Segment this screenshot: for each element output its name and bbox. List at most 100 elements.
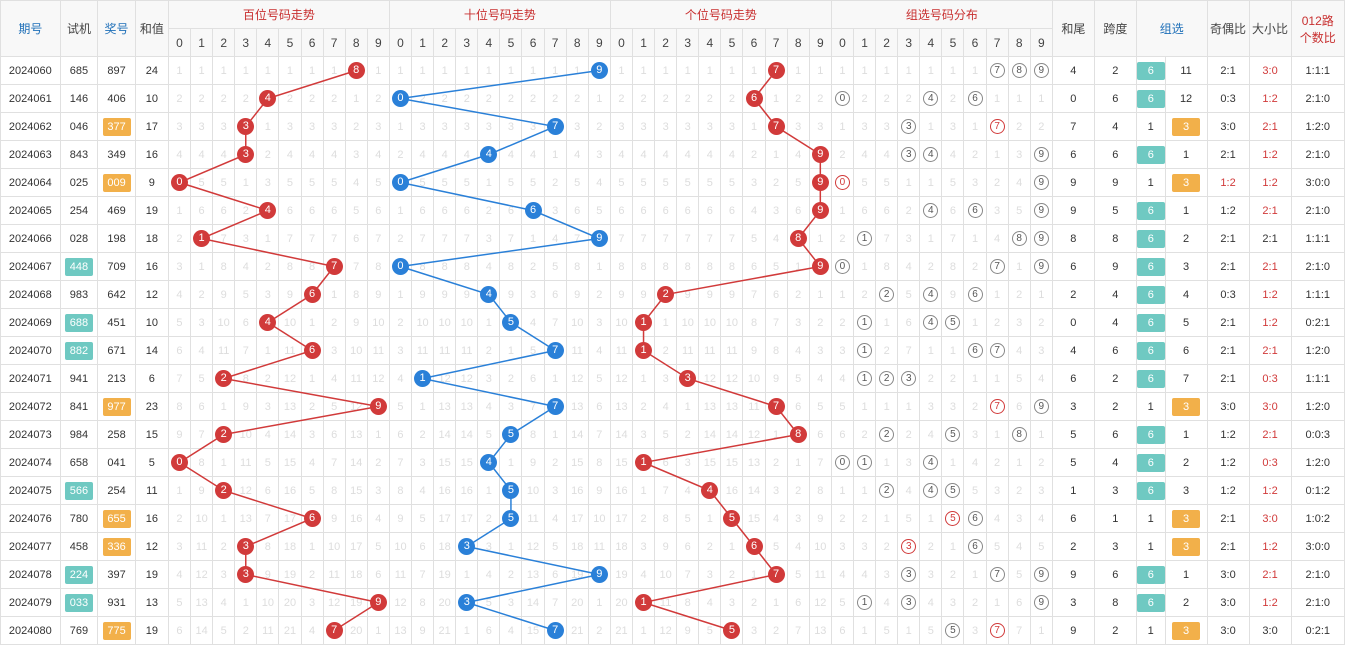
main-table: 期号试机奖号和值百位号码走势十位号码走势个位号码走势组选号码分布和尾跨度组选奇偶…	[0, 0, 1345, 645]
trend-miss: 10	[588, 505, 610, 533]
trend-miss: 7	[323, 449, 345, 477]
trend-miss: 7	[743, 281, 765, 309]
trend-miss: 7	[655, 477, 677, 505]
trend-miss: 10	[345, 337, 367, 365]
cell-012: 1:2:0	[1291, 449, 1344, 477]
cell-shiji: 224	[60, 561, 98, 589]
trend-miss: 3	[412, 449, 434, 477]
cell-jianghao: 931	[98, 589, 136, 617]
trend-miss: 2	[235, 617, 257, 645]
trend-miss: 5	[412, 169, 434, 197]
zx-miss: 1	[898, 57, 920, 85]
zx-hit: 3	[898, 561, 920, 589]
trend-miss: 12	[279, 365, 301, 393]
trend-miss: 12	[345, 393, 367, 421]
trend-ball: 7	[765, 113, 787, 141]
trend-miss: 12	[389, 589, 411, 617]
cell-012: 0:2:1	[1291, 617, 1344, 645]
trend-miss: 2	[412, 85, 434, 113]
trend-miss: 4	[191, 141, 213, 169]
trend-miss: 2	[655, 85, 677, 113]
trend-miss: 1	[367, 617, 389, 645]
trend-miss: 3	[257, 169, 279, 197]
zx-miss: 3	[898, 449, 920, 477]
trend-miss: 10	[412, 309, 434, 337]
trend-miss: 1	[743, 113, 765, 141]
zx-miss: 1	[831, 197, 853, 225]
trend-miss: 1	[257, 113, 279, 141]
trend-miss: 8	[235, 365, 257, 393]
trend-miss: 10	[191, 505, 213, 533]
cell-zx-b: 2	[1165, 589, 1207, 617]
trend-miss: 5	[191, 365, 213, 393]
cell-012: 3:0:0	[1291, 533, 1344, 561]
zx-miss: 5	[853, 169, 875, 197]
trend-miss: 3	[345, 141, 367, 169]
zx-miss: 7	[876, 225, 898, 253]
trend-miss: 3	[765, 197, 787, 225]
hdr-digit: 6	[522, 29, 544, 57]
trend-miss: 1	[301, 533, 323, 561]
zx-miss: 6	[853, 197, 875, 225]
trend-miss: 4	[168, 561, 190, 589]
zx-hit: 9	[1030, 57, 1052, 85]
zx-hit: 2	[876, 281, 898, 309]
trend-miss: 1	[787, 253, 809, 281]
trend-miss: 6	[367, 197, 389, 225]
trend-miss: 3	[323, 337, 345, 365]
zx-miss: 5	[876, 169, 898, 197]
cell-jianghao: 642	[98, 281, 136, 309]
trend-miss: 3	[699, 113, 721, 141]
trend-miss: 12	[235, 477, 257, 505]
trend-miss: 4	[168, 281, 190, 309]
cell-zx-b: 3	[1165, 533, 1207, 561]
trend-miss: 9	[610, 281, 632, 309]
trend-ball: 9	[367, 393, 389, 421]
trend-miss: 4	[677, 141, 699, 169]
hdr-digit: 3	[677, 29, 699, 57]
trend-miss: 18	[566, 533, 588, 561]
cell-jioubi: 2:1	[1207, 141, 1249, 169]
cell-hezhi: 16	[135, 505, 168, 533]
trend-miss: 10	[257, 589, 279, 617]
trend-miss: 1	[456, 561, 478, 589]
trend-ball: 4	[257, 85, 279, 113]
trend-miss: 6	[191, 393, 213, 421]
zx-hit: 9	[1030, 253, 1052, 281]
trend-ball: 0	[389, 253, 411, 281]
trend-miss: 8	[412, 589, 434, 617]
cell-kuadu: 6	[1094, 421, 1136, 449]
cell-012: 2:1:0	[1291, 85, 1344, 113]
trend-miss: 7	[213, 225, 235, 253]
trend-miss: 3	[168, 113, 190, 141]
cell-shiji: 028	[60, 225, 98, 253]
trend-ball: 1	[633, 337, 655, 365]
trend-miss: 8	[765, 337, 787, 365]
trend-miss: 18	[610, 533, 632, 561]
trend-ball: 4	[478, 449, 500, 477]
trend-miss: 1	[301, 57, 323, 85]
zx-miss: 7	[898, 337, 920, 365]
trend-miss: 15	[743, 505, 765, 533]
cell-zx-a: 6	[1136, 281, 1165, 309]
cell-jioubi: 1:2	[1207, 449, 1249, 477]
cell-shiji: 941	[60, 365, 98, 393]
trend-miss: 2	[367, 85, 389, 113]
zx-miss: 1	[964, 57, 986, 85]
trend-miss: 5	[478, 589, 500, 617]
zx-hit: 1	[853, 309, 875, 337]
trend-miss: 4	[743, 197, 765, 225]
trend-ball: 1	[633, 309, 655, 337]
trend-miss: 1	[478, 57, 500, 85]
cell-012: 0:1:2	[1291, 477, 1344, 505]
trend-miss: 14	[279, 421, 301, 449]
trend-miss: 8	[367, 253, 389, 281]
trend-miss: 7	[191, 421, 213, 449]
zx-miss: 6	[1008, 393, 1030, 421]
cell-jianghao: 198	[98, 225, 136, 253]
cell-012: 3:0:0	[1291, 169, 1344, 197]
trend-ball: 6	[301, 505, 323, 533]
cell-kuadu: 3	[1094, 477, 1136, 505]
trend-ball: 0	[389, 85, 411, 113]
zx-miss: 2	[1030, 449, 1052, 477]
